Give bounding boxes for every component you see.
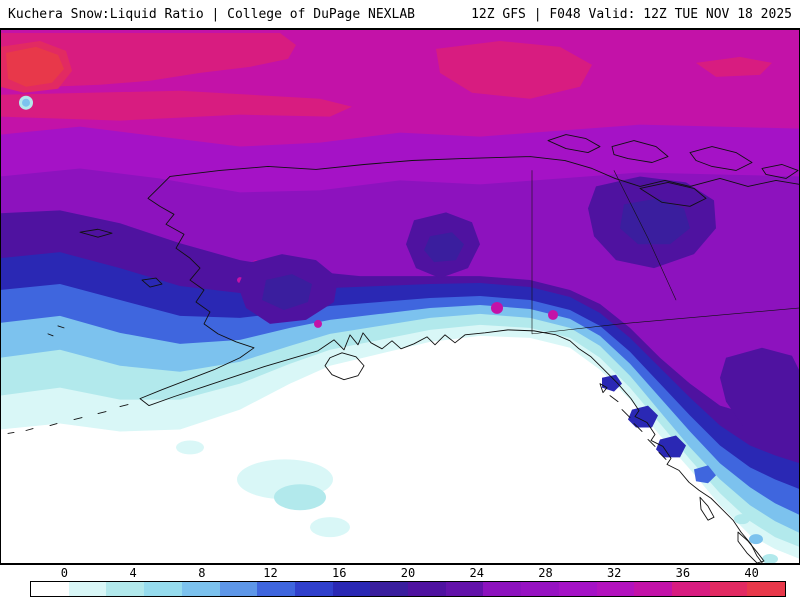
cyan-patch-gulf	[176, 440, 204, 455]
title-bar: Kuchera Snow:Liquid Ratio | College of D…	[0, 0, 800, 28]
dark-violet-core-east	[620, 198, 690, 245]
dark-violet-pocket-right	[720, 347, 800, 436]
colorbar-tick: 20	[400, 566, 416, 580]
colorbar-cell	[445, 582, 484, 596]
colorbar-cell	[68, 582, 107, 596]
navy-pocket-panhandle	[656, 435, 686, 458]
alaska-north-coastline	[169, 156, 800, 187]
high-ratio-overlays	[0, 32, 772, 328]
map-area	[0, 28, 800, 565]
aleutian-islands	[7, 404, 129, 434]
cyan-spot-top-left	[22, 98, 30, 107]
colorbar-tick: 24	[469, 566, 484, 580]
haida-gwaii-outline	[699, 496, 715, 521]
weather-map-svg	[0, 29, 800, 564]
colorbar-ticks: 0 4 8 12 16 20 24 28 32 36 40	[30, 565, 786, 581]
dark-violet-core-mid	[424, 232, 464, 263]
colorbar-tick: 12	[263, 566, 278, 580]
colorbar-cell	[634, 582, 672, 596]
colorbar-cell	[257, 582, 295, 596]
coastline-layer	[7, 134, 800, 564]
colorbar-cell	[747, 582, 786, 596]
cyan-speck-bc	[776, 541, 788, 550]
colorbar-cell	[144, 582, 182, 596]
colorbar-area: 0 4 8 12 16 20 24 28 32 36 40	[0, 565, 800, 600]
pink-blob-right-top	[696, 56, 772, 77]
product-title: Kuchera Snow:Liquid Ratio | College of D…	[8, 6, 415, 22]
colorbar-cell	[483, 582, 522, 596]
red-maximum-top-left	[6, 46, 64, 87]
colorbar-cell	[294, 582, 333, 596]
contour-bands	[0, 29, 800, 560]
alaska-west-south-coastline	[139, 176, 764, 564]
cyan-patch-gulf	[310, 517, 350, 538]
blue-pocket-bc-coast	[694, 465, 716, 484]
colorbar-tick: 28	[538, 566, 553, 580]
pink-streak-left	[0, 90, 352, 121]
navy-pocket-panhandle	[628, 405, 658, 428]
magenta-spot	[491, 301, 503, 314]
low-ratio-pockets	[19, 95, 800, 564]
colorbar-cell	[332, 582, 371, 596]
arctic-islands-outline	[547, 134, 799, 207]
cyan-speck-bc	[734, 514, 750, 525]
bering-islands-outline	[47, 228, 163, 337]
colorbar-cell	[558, 582, 597, 596]
colorbar-cell	[709, 582, 748, 596]
colorbar-wrap: 0 4 8 12 16 20 24 28 32 36 40	[30, 565, 786, 597]
colorbar-cell	[31, 582, 69, 596]
blue-speck-bc	[749, 534, 763, 545]
colorbar	[30, 581, 786, 597]
kodiak-island-outline	[324, 352, 365, 381]
vancouver-island-outline	[737, 531, 765, 564]
pink-blob-center-top	[436, 40, 592, 99]
colorbar-tick: 4	[129, 566, 137, 580]
colorbar-tick: 8	[198, 566, 206, 580]
colorbar-cell	[596, 582, 635, 596]
colorbar-tick: 40	[744, 566, 759, 580]
colorbar-cell	[408, 582, 446, 596]
colorbar-tick: 0	[60, 566, 68, 580]
colorbar-cell	[219, 582, 258, 596]
colorbar-cell	[671, 582, 710, 596]
colorbar-tick: 32	[606, 566, 622, 580]
cyan-speck-bc	[762, 554, 778, 564]
magenta-spot	[548, 309, 558, 320]
colorbar-cell	[370, 582, 409, 596]
dark-violet-core-west	[262, 274, 312, 310]
pink-band-top-left	[0, 32, 296, 87]
panhandle-islands	[599, 383, 667, 460]
magenta-spot	[314, 319, 322, 328]
colorbar-cell	[181, 582, 220, 596]
colorbar-cell	[106, 582, 145, 596]
valid-time-title: 12Z GFS | F048 Valid: 12Z TUE NOV 18 202…	[471, 6, 792, 22]
colorbar-tick: 16	[332, 566, 347, 580]
colorbar-tick: 36	[675, 566, 691, 580]
political-borders	[531, 170, 800, 335]
colorbar-cell	[521, 582, 559, 596]
cyan-patch-gulf-core	[274, 484, 326, 511]
